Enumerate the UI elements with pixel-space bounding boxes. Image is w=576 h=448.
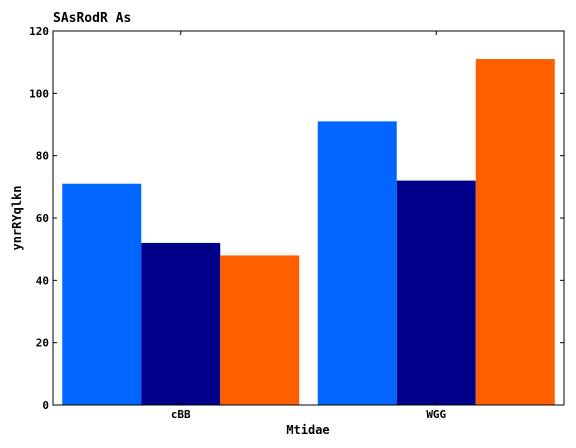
x-tick-label-WGG: WGG <box>426 408 446 421</box>
x-axis-label: Mtidae <box>286 423 329 437</box>
bar-cBB-series-2 <box>141 242 221 405</box>
y-tick-label-120: 120 <box>29 25 49 38</box>
bar-WGG-series-1 <box>317 121 397 405</box>
y-axis-label: ynrRYqlkn <box>10 185 24 250</box>
y-tick-label-0: 0 <box>42 399 49 412</box>
bar-WGG-series-2 <box>396 180 476 405</box>
y-tick-label-100: 100 <box>29 87 49 100</box>
y-axis-ticks: 0 20 40 60 80 100 120 <box>29 25 564 412</box>
y-tick-label-40: 40 <box>36 274 49 287</box>
chart-title: SAsRodR As <box>53 11 131 26</box>
bar-cBB-series-1 <box>62 183 142 405</box>
bar-cBB-series-3 <box>220 255 300 405</box>
bar-WGG-series-3 <box>475 59 555 406</box>
bar-group <box>62 59 555 406</box>
y-tick-label-80: 80 <box>36 150 49 163</box>
y-tick-label-60: 60 <box>36 212 49 225</box>
x-tick-label-cBB: cBB <box>171 408 191 421</box>
x-axis-ticks: cBB WGG <box>171 31 447 421</box>
y-tick-label-20: 20 <box>36 337 49 350</box>
plot-frame <box>52 30 565 406</box>
